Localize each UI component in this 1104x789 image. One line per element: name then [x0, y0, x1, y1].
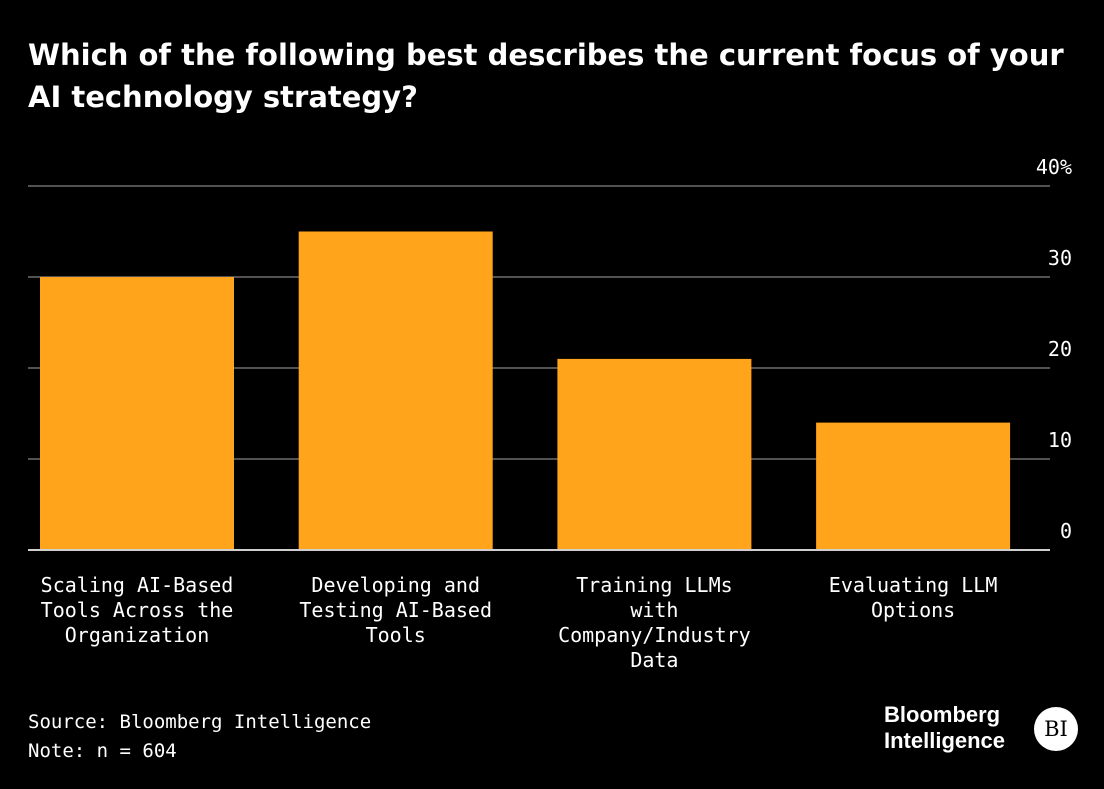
bar-2 — [298, 231, 493, 550]
logo-wordmark: Bloomberg Intelligence — [884, 702, 1005, 754]
category-label: Testing AI-Based — [299, 598, 492, 622]
category-label: Tools — [366, 623, 426, 647]
source-note: Source: Bloomberg Intelligence — [28, 711, 372, 733]
category-label: Data — [630, 648, 678, 672]
logo-line-2: Intelligence — [884, 728, 1006, 753]
y-tick-label: 20 — [1048, 337, 1072, 361]
category-label: Developing and — [311, 573, 480, 597]
category-label: Organization — [65, 623, 210, 647]
chart-title: Which of the following best describes th… — [28, 38, 1064, 114]
y-tick-label: 40% — [1036, 155, 1072, 179]
category-label: with — [630, 598, 678, 622]
category-label: Training LLMs — [576, 573, 733, 597]
sample-note: Note: n = 604 — [28, 740, 177, 762]
category-label: Evaluating LLM — [829, 573, 998, 597]
bar-3 — [557, 358, 752, 550]
bi-badge-icon: BI — [1034, 707, 1078, 751]
bar-1 — [40, 277, 234, 550]
y-tick-label: 0 — [1060, 519, 1072, 543]
category-label: Company/Industry — [558, 623, 751, 647]
bar-4 — [816, 422, 1011, 550]
y-tick-label: 30 — [1048, 246, 1072, 270]
logo-line-1: Bloomberg — [884, 702, 1001, 727]
category-label: Scaling AI-Based — [41, 573, 234, 597]
y-tick-label: 10 — [1048, 428, 1072, 452]
bloomberg-intelligence-logo: Bloomberg Intelligence BI — [884, 700, 1084, 760]
footer: Source: Bloomberg Intelligence Note: n =… — [28, 708, 371, 766]
category-label: Options — [871, 598, 955, 622]
category-label: Tools Across the — [41, 598, 234, 622]
